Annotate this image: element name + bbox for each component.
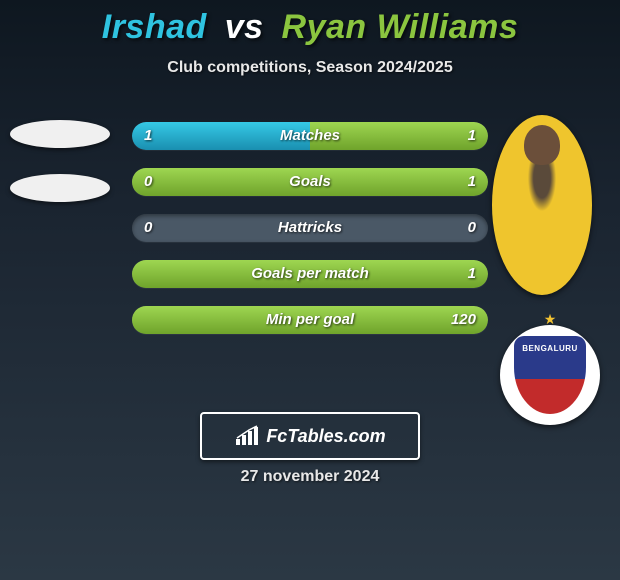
date-label: 27 november 2024 (0, 468, 620, 486)
stat-row-goals: 0 Goals 1 (132, 168, 488, 196)
club-badge: ★ BENGALURU (500, 325, 600, 425)
stat-row-goals-per-match: Goals per match 1 (132, 260, 488, 288)
source-text: FcTables.com (266, 426, 385, 447)
player2-silhouette (492, 115, 592, 295)
vs-label: vs (225, 8, 264, 46)
comparison-infographic: Irshad vs Ryan Williams Club competition… (0, 0, 620, 580)
player2-photo (492, 115, 592, 295)
stat-label: Min per goal (132, 306, 488, 334)
club-shield: BENGALURU (514, 336, 586, 414)
source-badge: FcTables.com (200, 412, 420, 460)
stat-value-right: 1 (468, 122, 476, 150)
stat-label: Hattricks (132, 214, 488, 242)
club-name: BENGALURU (522, 344, 578, 353)
stat-bars: 1 Matches 1 0 Goals 1 0 Hattricks 0 (132, 110, 488, 334)
content-area: ★ BENGALURU 1 Matches 1 0 Goals 1 (0, 110, 620, 352)
stat-row-matches: 1 Matches 1 (132, 122, 488, 150)
stat-label: Matches (132, 122, 488, 150)
chart-bar-icon (234, 425, 260, 447)
star-icon: ★ (544, 311, 557, 328)
subtitle: Club competitions, Season 2024/2025 (0, 59, 620, 77)
stat-label: Goals per match (132, 260, 488, 288)
stat-row-min-per-goal: Min per goal 120 (132, 306, 488, 334)
stat-value-right: 0 (468, 214, 476, 242)
player1-photo-placeholder (10, 120, 110, 300)
stat-row-hattricks: 0 Hattricks 0 (132, 214, 488, 242)
placeholder-oval (10, 174, 110, 202)
stat-value-right: 1 (468, 260, 476, 288)
stat-value-right: 1 (468, 168, 476, 196)
placeholder-oval (10, 120, 110, 148)
player1-name: Irshad (102, 8, 207, 46)
stat-value-right: 120 (451, 306, 476, 334)
page-title: Irshad vs Ryan Williams (0, 0, 620, 47)
stat-label: Goals (132, 168, 488, 196)
player2-name: Ryan Williams (282, 8, 519, 46)
